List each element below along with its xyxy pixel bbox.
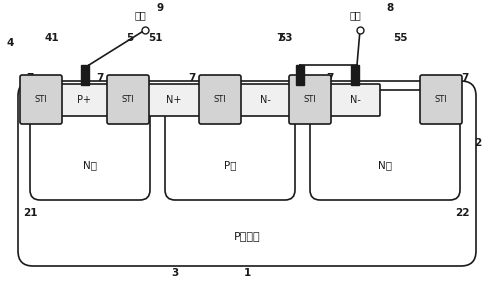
Text: P+: P+ [78, 95, 92, 105]
Text: N+: N+ [166, 95, 182, 105]
Text: N-: N- [259, 95, 270, 105]
Text: 21: 21 [23, 208, 37, 218]
Text: N阱: N阱 [83, 160, 97, 170]
Bar [351, 65, 359, 85]
Text: 7: 7 [188, 73, 196, 83]
Text: 2: 2 [474, 138, 482, 148]
Text: N-: N- [349, 95, 360, 105]
Text: 22: 22 [455, 208, 469, 218]
Text: STI: STI [435, 95, 447, 104]
Text: STI: STI [122, 95, 134, 104]
Text: 7: 7 [97, 73, 103, 83]
Text: STI: STI [35, 95, 48, 104]
Text: N阱: N阱 [378, 160, 392, 170]
FancyBboxPatch shape [61, 84, 108, 116]
FancyBboxPatch shape [18, 81, 476, 266]
Text: P型衬底: P型衬底 [234, 231, 260, 241]
FancyBboxPatch shape [289, 75, 331, 124]
FancyBboxPatch shape [240, 84, 290, 116]
FancyBboxPatch shape [330, 84, 380, 116]
Text: 7: 7 [461, 73, 469, 83]
FancyBboxPatch shape [165, 90, 295, 200]
Text: 3: 3 [171, 268, 179, 278]
Text: P阱: P阱 [224, 160, 236, 170]
Text: 4: 4 [6, 38, 14, 48]
Text: STI: STI [303, 95, 316, 104]
Text: 55: 55 [393, 33, 407, 43]
Text: 阴极: 阴极 [349, 10, 361, 20]
Text: 53: 53 [278, 33, 292, 43]
Text: 9: 9 [156, 3, 163, 13]
FancyBboxPatch shape [148, 84, 200, 116]
Text: 7: 7 [326, 73, 334, 83]
FancyBboxPatch shape [420, 75, 462, 124]
Bar [296, 65, 304, 85]
FancyBboxPatch shape [20, 75, 62, 124]
FancyBboxPatch shape [199, 75, 241, 124]
Text: 8: 8 [387, 3, 394, 13]
Text: 1: 1 [244, 268, 250, 278]
Text: 41: 41 [45, 33, 59, 43]
FancyBboxPatch shape [310, 90, 460, 200]
Bar [81, 65, 89, 85]
Text: STI: STI [214, 95, 226, 104]
Text: 阳极: 阳极 [134, 10, 146, 20]
Text: 7: 7 [276, 33, 284, 43]
Text: 5: 5 [126, 33, 134, 43]
FancyBboxPatch shape [30, 90, 150, 200]
Text: 7: 7 [26, 73, 34, 83]
Text: 51: 51 [148, 33, 162, 43]
FancyBboxPatch shape [107, 75, 149, 124]
